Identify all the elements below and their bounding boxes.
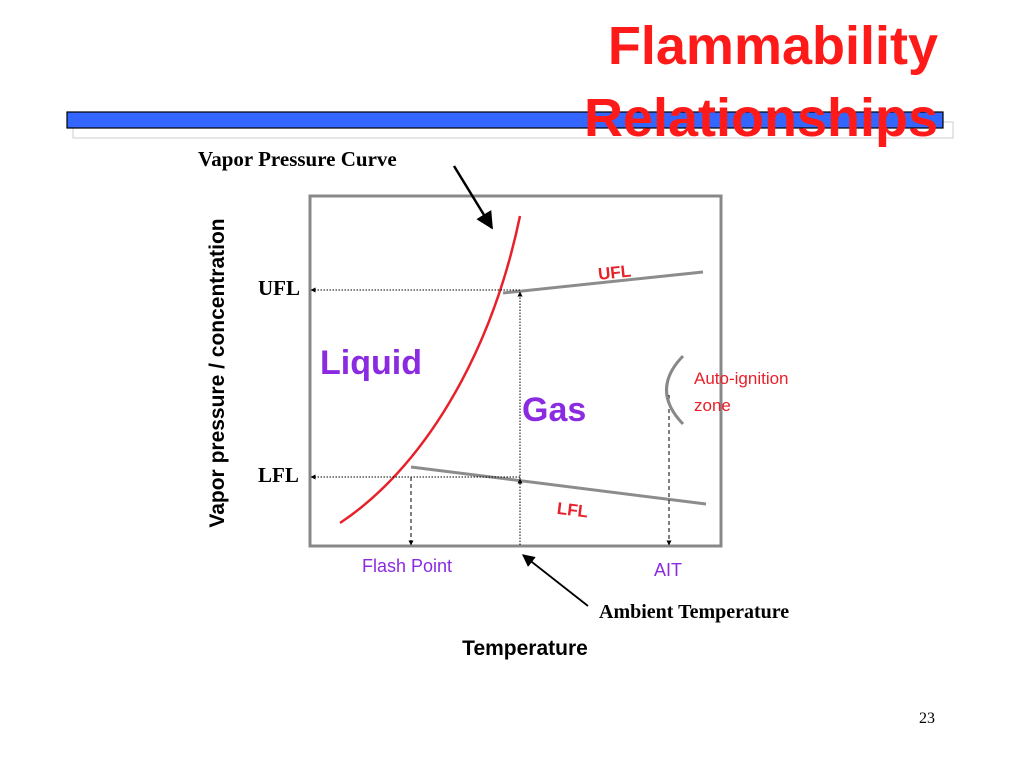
liquid-region-label: Liquid (320, 344, 422, 382)
auto-ignition-label-line1: Auto-ignition (694, 369, 789, 388)
page-number: 23 (919, 710, 935, 727)
auto-ignition-bracket (665, 354, 685, 426)
ambient-temperature-label: Ambient Temperature (599, 601, 789, 623)
vapor-pressure-curve-label: Vapor Pressure Curve (198, 147, 397, 171)
auto-ignition-label-line2: zone (694, 396, 731, 415)
vapor-pressure-curve (339, 215, 522, 525)
lfl-axis-label: LFL (258, 463, 299, 487)
ufl-line-label: UFL (597, 261, 632, 283)
ait-label: AIT (654, 560, 682, 580)
slide-title-line2: Relationships (584, 88, 938, 148)
flash-point-label: Flash Point (362, 556, 452, 576)
y-axis-label: Vapor pressure / concentration (206, 218, 229, 527)
lfl-line (410, 465, 707, 506)
ufl-line (502, 270, 704, 295)
slide-title-line1: Flammability (608, 16, 938, 76)
title-bar (66, 111, 954, 139)
lfl-line-label: LFL (556, 499, 589, 522)
diagram-frame (308, 194, 723, 548)
vapor-curve-callout-arrow (452, 165, 494, 230)
title-bar-blue (66, 111, 944, 129)
x-axis-label: Temperature (462, 637, 588, 660)
gas-region-label: Gas (522, 391, 586, 429)
ufl-axis-label: UFL (258, 276, 300, 300)
ambient-temp-callout-arrow (522, 554, 589, 607)
